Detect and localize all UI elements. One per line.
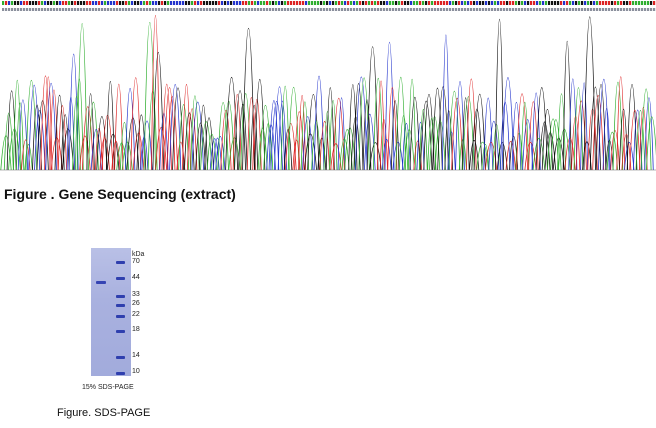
gel-image <box>91 248 131 376</box>
gene-sequencing-caption: Figure . Gene Sequencing (extract) <box>4 186 236 202</box>
trace-peaks <box>0 15 656 171</box>
kda-unit-label: kDa <box>132 251 145 258</box>
marker-label-44: 44 <box>132 274 140 281</box>
gel-percentage-label: 15% SDS-PAGE <box>82 384 134 391</box>
marker-label-18: 18 <box>132 326 140 333</box>
marker-label-14: 14 <box>132 352 140 359</box>
sds-page-gel-panel: kDa 70 44 33 26 22 18 14 10 <box>85 246 155 378</box>
sequencing-chromatogram <box>0 1 656 171</box>
marker-band-22 <box>116 315 125 318</box>
sequence-base-strip <box>2 1 656 11</box>
marker-band-70 <box>116 261 125 264</box>
marker-label-26: 26 <box>132 300 140 307</box>
marker-band-44 <box>116 277 125 280</box>
marker-band-33 <box>116 295 125 298</box>
marker-label-10: 10 <box>132 368 140 375</box>
marker-label-22: 22 <box>132 311 140 318</box>
marker-band-18 <box>116 330 125 333</box>
sds-page-caption: Figure. SDS-PAGE <box>57 407 151 419</box>
marker-label-70: 70 <box>132 258 140 265</box>
marker-band-10 <box>116 372 125 375</box>
marker-band-26 <box>116 304 125 307</box>
marker-label-33: 33 <box>132 291 140 298</box>
sample-band <box>96 281 106 284</box>
marker-band-14 <box>116 356 125 359</box>
